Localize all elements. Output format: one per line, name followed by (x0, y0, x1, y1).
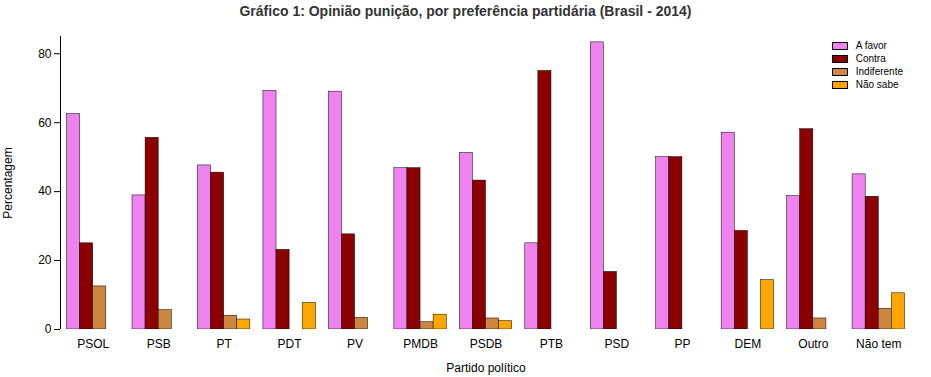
svg-text:Outro: Outro (798, 337, 828, 351)
svg-text:PT: PT (216, 337, 232, 351)
svg-text:60: 60 (38, 116, 52, 130)
svg-text:DEM: DEM (735, 337, 762, 351)
svg-text:Partido político: Partido político (446, 361, 526, 375)
svg-text:80: 80 (38, 47, 52, 61)
svg-text:PV: PV (347, 337, 363, 351)
svg-text:PSDB: PSDB (470, 337, 503, 351)
svg-text:40: 40 (38, 184, 52, 198)
html-text:Não sabe: Não sabe (855, 79, 899, 90)
svg-text:PMDB: PMDB (403, 337, 438, 351)
html-text:Gráfico 1: Opinião punição, po: Gráfico 1: Opinião punição, por preferên… (239, 3, 692, 19)
svg-text:PSB: PSB (147, 337, 171, 351)
svg-text:20: 20 (38, 253, 52, 267)
svg-text:PSD: PSD (605, 337, 630, 351)
svg-text:Percentagem: Percentagem (1, 147, 15, 218)
svg-text:PTB: PTB (540, 337, 563, 351)
svg-text:Não tem: Não tem (856, 337, 901, 351)
svg-text:PSOL: PSOL (77, 337, 109, 351)
html-text:A favor: A favor (855, 40, 887, 51)
svg-text:PP: PP (674, 337, 690, 351)
svg-text:0: 0 (45, 322, 52, 336)
html-text:Indiferente: Indiferente (855, 66, 903, 77)
svg-text:PDT: PDT (278, 337, 303, 351)
html-text:Contra: Contra (855, 53, 886, 64)
